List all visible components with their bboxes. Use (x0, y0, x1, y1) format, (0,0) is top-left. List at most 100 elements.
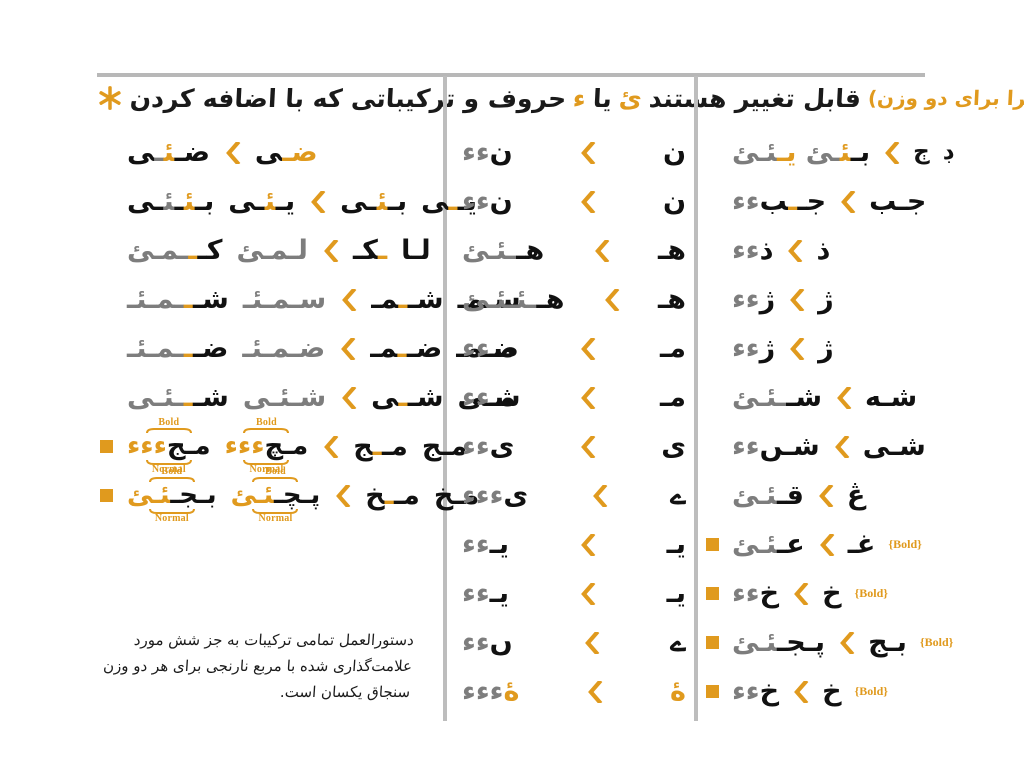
output-glyph: جـب (869, 186, 927, 217)
output-glyph: ے (670, 480, 686, 511)
brace-bottom-icon (243, 460, 290, 466)
source-glyph: مـجءءء (127, 430, 211, 461)
substitution-row: شـںءء شـی (706, 422, 926, 471)
output-glyph: ذ (816, 235, 831, 266)
source-glyph: جــبءء (732, 186, 827, 217)
output-glyph: ے (670, 627, 686, 658)
output-glyph: بـئـی (340, 186, 408, 217)
substitution-row: یءءء ے (462, 471, 686, 520)
chevron-left-icon (790, 288, 805, 311)
output-glyph: شـه (865, 382, 918, 413)
source-glyph: سـمـئـ (242, 284, 327, 315)
page-title-part-b: قابل تغییر هستند (647, 83, 862, 113)
source-glyph: ذءء (732, 235, 774, 266)
substitution-row: خءء خ {Bold} (706, 569, 925, 618)
output-glyph: ی (661, 431, 686, 462)
weight-annotated-source: Bold پـچـئـئ Normal (230, 465, 321, 525)
source-glyph: لـمـئ (236, 235, 308, 266)
substitution-row: ضـــمـئـ ضـمـئـ ضــمـ ضـمـ (100, 324, 519, 373)
source-glyph: هــئـئ (462, 235, 545, 266)
chevron-left-icon (581, 141, 596, 164)
source-glyph: بـئـئ یـئـئ (732, 137, 871, 168)
substitution-row: یءء ی (462, 422, 686, 471)
bold-label: Bold (265, 465, 286, 477)
bold-tag-label: {Bold} (854, 684, 889, 698)
output-glyph: سـمـ (457, 284, 521, 315)
chevron-left-icon (790, 337, 805, 360)
brace-bottom-icon (148, 509, 195, 515)
substitution-row-annotated: Bold مـجءءء Normal Bold مـچءءء Normal مـ… (100, 417, 467, 475)
chevron-left-icon (885, 141, 900, 164)
source-glyph: مـءء (462, 333, 516, 364)
orange-square-marker (706, 685, 719, 698)
chevron-left-icon (584, 631, 600, 654)
source-glyph: عـئـئ (732, 529, 805, 560)
substitution-row: مـءء مـ (462, 324, 686, 373)
output-glyph: مـخ (433, 480, 480, 511)
output-glyph: بـج (868, 627, 907, 658)
marker-spacer (100, 244, 113, 257)
output-glyph: ن (662, 137, 686, 168)
column-middle: نءء ن نءء ن هــئـئ هـ هــئـئـئ هـ مـءء م… (462, 128, 686, 716)
page-title-conjunction: یا (592, 83, 613, 113)
output-glyph: خ (822, 578, 842, 609)
source-glyph: هــئـئـئ (462, 284, 565, 315)
normal-label: Normal (249, 464, 284, 476)
output-glyph: ڄ (913, 139, 930, 165)
chevron-left-icon (592, 484, 607, 507)
substitution-row: کـــمـئ لـمـئ ـکـ لـا (100, 226, 435, 275)
chevron-left-icon (794, 582, 809, 605)
output-glyph: شــی (371, 382, 444, 413)
chevron-left-icon (818, 484, 834, 507)
substitution-row: ذءء ذ (706, 226, 925, 275)
chevron-left-icon (588, 680, 603, 703)
marker-spacer (706, 195, 719, 208)
bold-label: Bold (158, 416, 180, 428)
chevron-left-icon (342, 386, 357, 409)
source-glyph: يـءء (462, 578, 509, 609)
column-left: ضـئـی ضـی بـئـئـی یـئـی بـئـی یــی کـــم… (100, 128, 521, 524)
output-glyph: شــمـ (371, 284, 444, 315)
substitution-row: هــئـئ هـ (462, 226, 686, 275)
orange-square-marker (706, 587, 719, 600)
output-glyph: لـا (401, 235, 431, 266)
output-glyph: مــج (353, 431, 408, 462)
chevron-left-icon (342, 288, 357, 311)
chevron-left-icon (581, 582, 596, 605)
column-right: بـئـئ یـئـئ ڄ ڊ جــبءء جـب ذءء ذ ژءء ژ ژ… (706, 128, 953, 716)
output-glyph: ن (662, 186, 686, 217)
chevron-left-icon (581, 533, 596, 556)
marker-spacer (100, 146, 113, 159)
weight-annotated-source: Bold مـجءءء Normal (127, 416, 211, 475)
source-glyph: کـــمـئ (127, 235, 223, 266)
chevron-left-icon (324, 239, 339, 262)
marker-spacer (706, 293, 719, 306)
substitution-row: ضـئـی ضـی (100, 128, 435, 177)
source-glyph: پـچـئـئ (230, 479, 321, 510)
bold-tag-label: {Bold} (888, 537, 922, 551)
source-glyph: ضـمـئـ (242, 333, 326, 364)
chevron-left-icon (341, 337, 356, 360)
substitution-row: مـءء مـ (462, 373, 686, 422)
brace-top-icon (252, 476, 299, 482)
marker-spacer (706, 440, 719, 453)
source-glyph: نءء (462, 186, 513, 217)
orange-square-marker (706, 538, 719, 551)
chevron-left-icon (819, 533, 835, 556)
substitution-row: ژءء ژ (706, 324, 925, 373)
marker-spacer (100, 293, 113, 306)
bold-label: Bold (161, 465, 183, 477)
source-glyph: شـئـی (242, 382, 327, 413)
chevron-left-icon (324, 435, 339, 458)
output-glyph: ضـمـ (456, 333, 519, 364)
substitution-row: ۀءءء ۀ (462, 667, 686, 716)
substitution-row: شـــمـئـ سـمـئـ شــمـ سـمـ (100, 275, 521, 324)
output-glyph: شـی (862, 431, 926, 462)
normal-label: Normal (258, 513, 293, 525)
bold-tag-label: {Bold} (919, 635, 954, 649)
output-glyph: يـ (666, 529, 686, 560)
orange-square-marker (706, 636, 719, 649)
source-glyph: يـءء (462, 529, 509, 560)
output-glyph: غـ (847, 529, 876, 560)
